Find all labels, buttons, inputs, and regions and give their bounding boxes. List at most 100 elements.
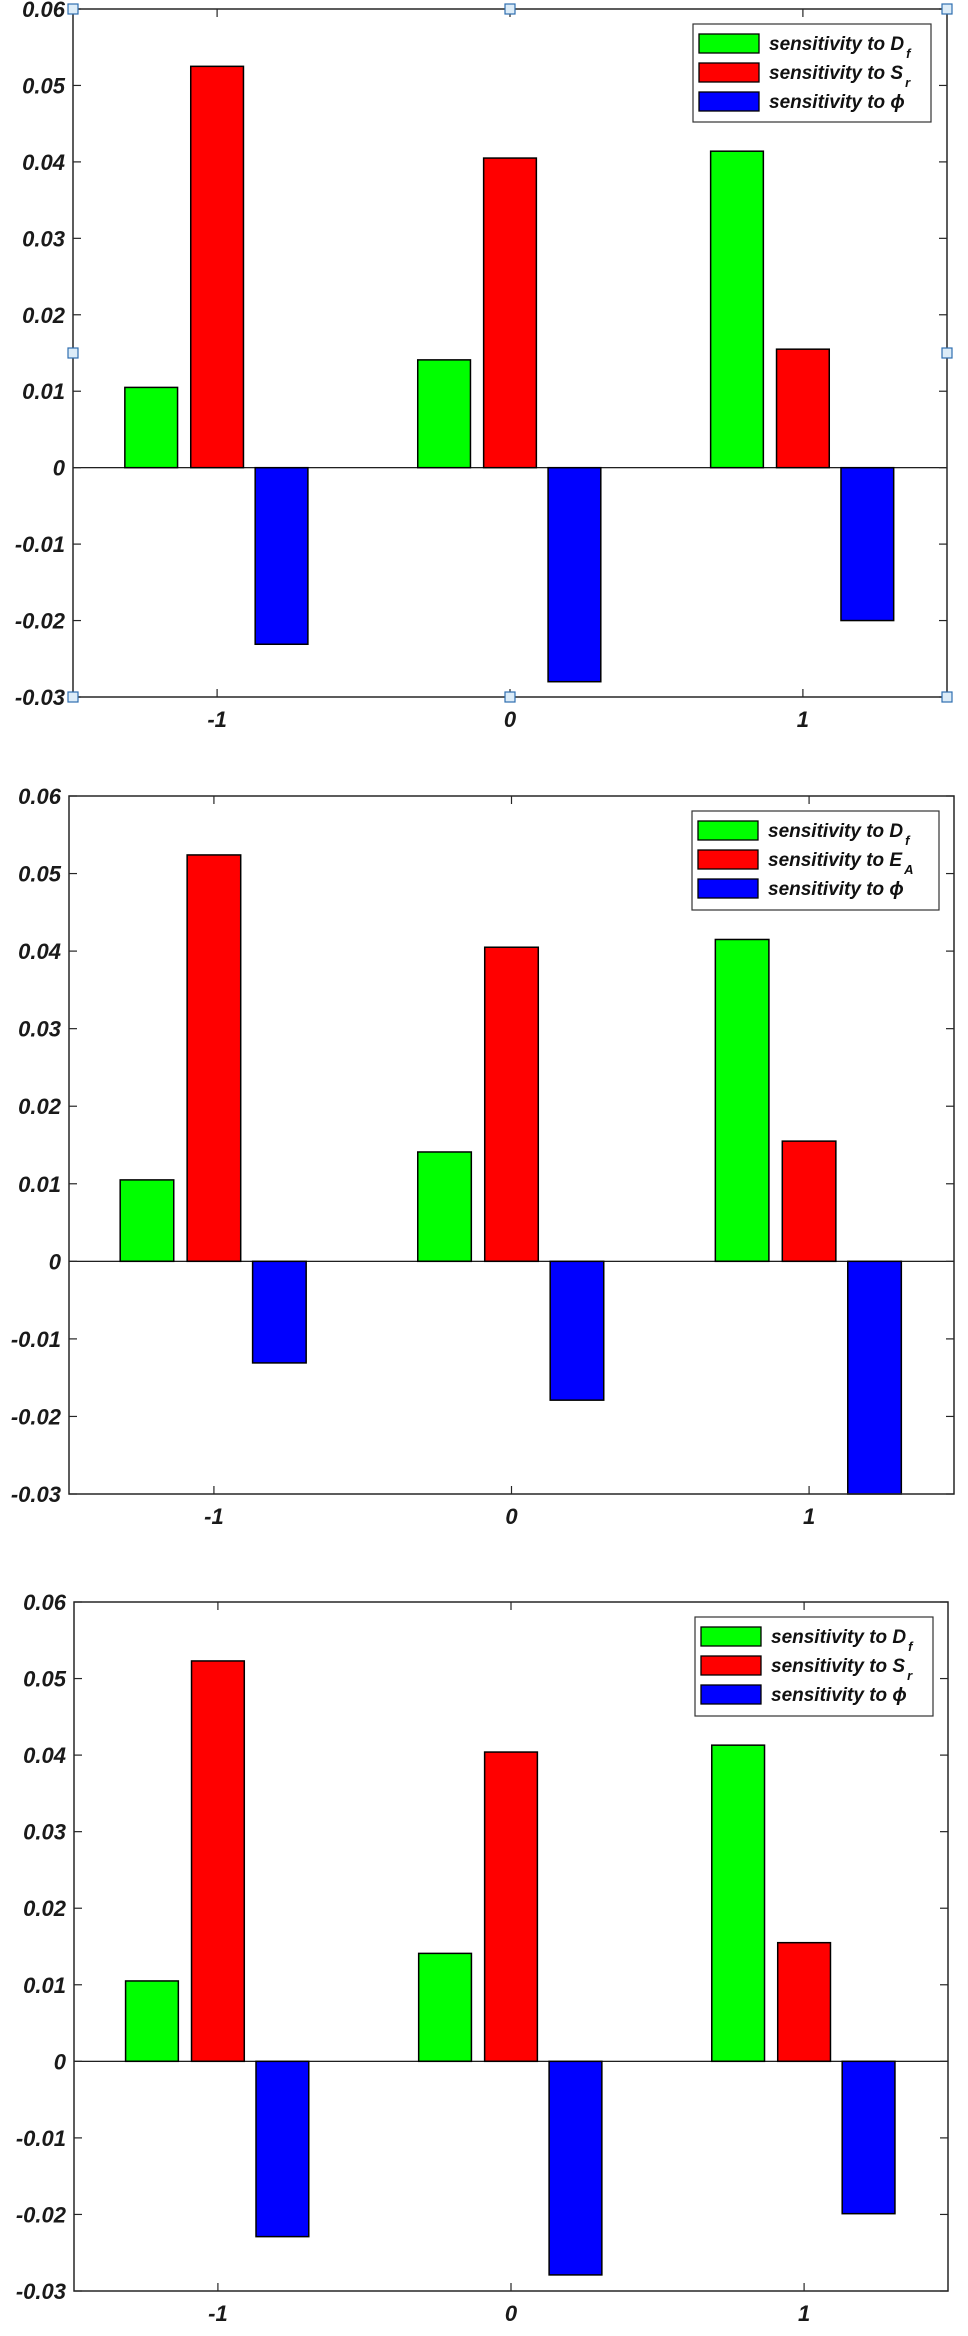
y-tick-label: -0.02 (15, 609, 66, 634)
y-tick-label: -0.01 (16, 2126, 66, 2151)
bar (482, 157, 538, 469)
y-tick-label: 0.06 (18, 784, 62, 809)
y-tick-label: 0.03 (18, 1017, 61, 1042)
y-tick-label: -0.03 (16, 2279, 66, 2304)
y-tick-label: 0 (54, 2049, 67, 2074)
chart-panel-1[interactable]: 0.06 0.05 0.04 0.03 0.02 0.01 0 -0.01 -0.02 -0.03… (0, 0, 968, 780)
legend-swatch (697, 878, 759, 899)
y-tick-label: 0.03 (22, 226, 65, 251)
y-tick-label: -0.01 (11, 1327, 61, 1352)
bar (416, 359, 472, 469)
bar (251, 1260, 307, 1364)
y-tick-label: 0.02 (18, 1094, 62, 1119)
x-tick-label: 0 (505, 2301, 518, 2326)
bar (417, 1952, 473, 2063)
bar (483, 1751, 539, 2063)
legend-swatch (697, 820, 759, 841)
bar (254, 466, 309, 646)
y-tick-label: 0.03 (23, 1820, 66, 1845)
bar (483, 946, 540, 1263)
y-tick-label: 0.04 (18, 939, 61, 964)
axes-box (73, 1601, 949, 2292)
x-tick-label: 1 (803, 1504, 815, 1529)
y-tick-label: 0.01 (18, 1172, 61, 1197)
y-tick-label: 0.04 (23, 1743, 66, 1768)
y-tick-label: 0.05 (22, 73, 66, 98)
bar (714, 938, 770, 1263)
legend-swatch (700, 1684, 762, 1705)
resize-handle[interactable] (504, 3, 516, 15)
y-tick-label: -0.03 (15, 685, 65, 710)
x-tick-label: 1 (797, 707, 809, 732)
y-tick-label: 0 (49, 1249, 62, 1274)
y-tick-label: 0.06 (23, 1590, 67, 1615)
bar (775, 348, 831, 469)
resize-handle[interactable] (67, 347, 79, 359)
y-tick-label: 0.01 (23, 1973, 66, 1998)
bar (847, 1260, 903, 1495)
resize-handle[interactable] (941, 691, 953, 703)
x-tick-label: 0 (504, 707, 517, 732)
bar-chart-1: 0.06 0.05 0.04 0.03 0.02 0.01 0 -0.01 -0.02 -0.03… (15, 0, 953, 732)
plot-area (69, 796, 954, 1494)
x-tick-label: -1 (207, 707, 227, 732)
bar (776, 1941, 832, 2063)
bar (255, 2060, 310, 2238)
bar (709, 150, 765, 469)
y-tick-label: -0.03 (11, 1482, 61, 1507)
y-tick-label: 0.02 (23, 1896, 67, 1921)
legend-box (691, 810, 940, 911)
axes-box (68, 795, 955, 1495)
legend-entry-label: sensitivity to ϕ (771, 1685, 907, 1706)
bar (549, 1260, 605, 1401)
x-tick-label: -1 (204, 1504, 224, 1529)
resize-handle[interactable] (941, 3, 953, 15)
x-tick-label: -1 (208, 2301, 228, 2326)
legend-swatch (698, 91, 760, 112)
plot-area (74, 1602, 948, 2291)
bar (841, 2060, 896, 2215)
y-tick-label: 0.05 (23, 1667, 67, 1692)
y-tick-label: 0.06 (22, 0, 66, 22)
bar (548, 2060, 603, 2276)
y-tick-label: 0.01 (22, 379, 65, 404)
bar (190, 1660, 246, 2063)
y-tick-label: -0.02 (16, 2202, 67, 2227)
legend-swatch (700, 1655, 762, 1676)
bar (119, 1179, 175, 1263)
legend-swatch (698, 62, 760, 83)
legend-swatch (700, 1626, 762, 1647)
resize-handle[interactable] (941, 347, 953, 359)
y-tick-label: 0 (53, 456, 66, 481)
resize-handle[interactable] (67, 3, 79, 15)
bar (189, 65, 245, 469)
resize-handle[interactable] (504, 691, 516, 703)
legend-swatch (697, 849, 759, 870)
y-tick-label: 0.02 (22, 303, 66, 328)
y-tick-label: -0.01 (15, 532, 65, 557)
y-tick-label: 0.05 (18, 862, 62, 887)
x-tick-label: 0 (505, 1504, 518, 1529)
legend-entry-label: sensitivity to ϕ (769, 92, 905, 113)
y-tick-label: -0.02 (11, 1404, 62, 1429)
resize-handle[interactable] (67, 691, 79, 703)
bar (781, 1140, 837, 1263)
bar (711, 1744, 766, 2063)
legend-box (694, 1616, 934, 1717)
bar (124, 1980, 180, 2063)
bar (840, 466, 895, 622)
legend-entry-label: sensitivity to ϕ (768, 879, 904, 900)
bar (186, 854, 242, 1263)
bar (547, 466, 602, 683)
bar (124, 386, 179, 469)
bar (417, 1151, 473, 1263)
x-tick-label: 1 (798, 2301, 810, 2326)
y-tick-label: 0.04 (22, 150, 65, 175)
